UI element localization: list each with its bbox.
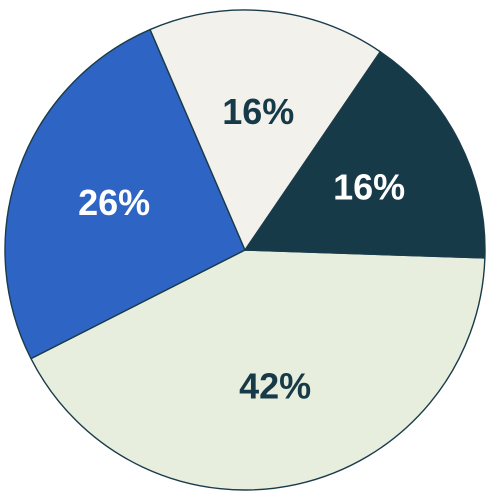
pie-slice-label: 16% (333, 167, 405, 208)
pie-slice (30, 249, 486, 491)
pie-slice (149, 9, 381, 251)
pie-slice-label: 42% (239, 365, 311, 406)
pie-slice-label: 16% (222, 91, 294, 132)
pie-slices (4, 9, 486, 491)
pie-slice (244, 51, 486, 259)
pie-labels: 42% 26% 16% 16% (78, 91, 405, 406)
pie-slice-label: 26% (78, 182, 150, 223)
